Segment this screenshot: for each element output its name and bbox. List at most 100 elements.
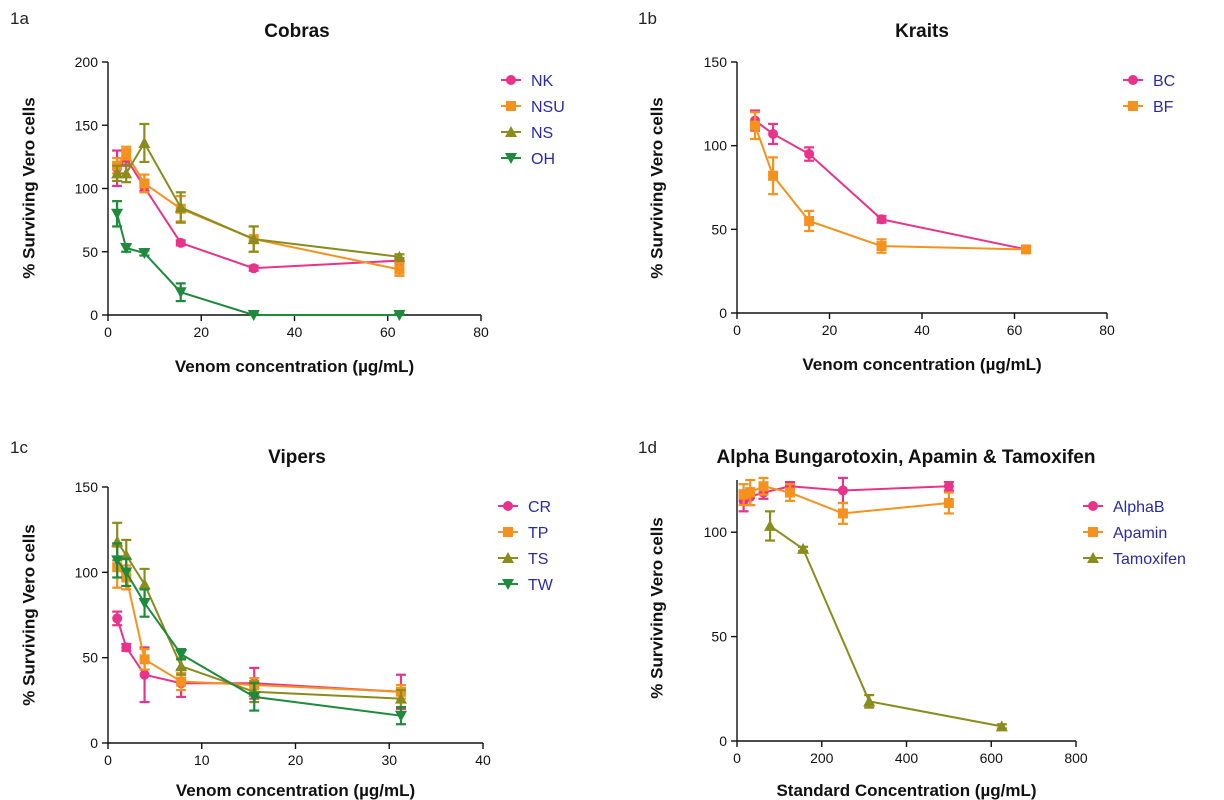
series-nsu [112,145,405,277]
data-point [175,649,188,661]
y-tick-label: 0 [719,305,727,321]
legend-marker [502,552,514,563]
panel-label: 1d [638,438,657,457]
data-point [247,233,260,245]
x-tick-label: 20 [193,324,209,340]
series-line [769,525,1003,728]
panel-1a: 1a Cobras 0 20 40 60 80 0 50 100 150 200 Venom conce… [10,9,565,376]
series-line [117,140,400,258]
x-tick-label: 10 [194,752,210,768]
legend-label: TW [528,577,554,594]
legend-marker [503,501,513,511]
legend-marker [506,101,516,111]
data-point [176,676,187,687]
data-point [121,148,132,159]
legend-marker [506,75,516,85]
x-axis-label: Venom concentration (µg/mL) [176,781,415,800]
x-axis-label: Venom concentration (µg/mL) [802,355,1041,374]
y-tick-label: 100 [75,181,99,197]
x-tick-label: 20 [822,322,838,338]
y-tick-label: 150 [75,117,99,133]
data-point [175,237,186,248]
series-ns [111,122,406,262]
legend-label: BF [1153,99,1174,116]
data-point [247,310,260,321]
data-point [139,178,150,189]
x-tick-label: 600 [980,750,1004,766]
data-point [797,542,810,554]
y-axis-label: % Surviving Vero cells [647,97,666,278]
x-axis-label: Standard Concentration (µg/mL) [776,781,1036,800]
y-tick-label: 200 [75,54,99,70]
x-tick-label: 40 [914,322,930,338]
data-point [394,710,407,722]
data-point [139,654,150,665]
y-tick-label: 50 [711,629,727,645]
data-point [764,519,777,531]
data-point [174,201,187,213]
legend-label: NSU [531,99,565,116]
legend-item-alphab: AlphaB [1083,499,1165,516]
panel-label: 1b [638,9,657,28]
legend-item-bf: BF [1123,99,1174,116]
data-point [784,487,795,498]
data-point [804,215,815,226]
legend-marker [1087,552,1099,563]
series-tamoxifen [764,510,1008,732]
series-apamin [738,476,954,525]
legend-marker [505,153,517,164]
data-point [120,167,133,179]
panel-1b: 1b Kraits 0 20 40 60 80 0 50 100 150 Venom concentr… [638,9,1175,374]
y-tick-label: 0 [90,307,98,323]
data-point [738,489,749,500]
y-tick-label: 100 [75,564,99,580]
data-point [112,613,123,624]
legend-marker [1128,101,1138,111]
legend-label: CR [528,499,551,516]
data-point [248,263,259,274]
x-tick-label: 40 [287,324,303,340]
data-point [768,170,779,181]
data-point [995,720,1008,732]
legend-item-cr: CR [498,499,551,516]
data-point [111,208,124,220]
legend-marker [505,126,517,137]
series-line [754,119,1027,251]
chart-title: Alpha Bungarotoxin, Apamin & Tamoxifen [717,447,1096,468]
legend-item-bc: BC [1123,73,1175,90]
legend-item-nsu: NSU [501,99,565,116]
y-tick-label: 150 [704,54,728,70]
y-tick-label: 50 [82,244,98,260]
legend-label: NS [531,125,553,142]
y-tick-label: 150 [75,479,99,495]
series-ts [111,521,407,709]
series-line [116,566,402,693]
series-tp [112,545,406,700]
x-tick-label: 40 [475,752,491,768]
data-point [758,481,769,492]
data-point [120,567,133,579]
x-tick-label: 80 [473,324,489,340]
y-tick-label: 0 [719,733,727,749]
data-point [1021,244,1032,255]
legend-marker [502,579,514,590]
panel-label: 1c [10,438,28,457]
chart-title: Vipers [268,447,326,468]
x-tick-label: 0 [733,322,741,338]
legend-label: OH [531,151,555,168]
data-point [111,555,124,567]
series-line [754,125,1027,251]
y-tick-label: 100 [704,138,728,154]
x-tick-label: 60 [380,324,396,340]
legend-label: Tamoxifen [1113,551,1186,568]
legend-label: BC [1153,73,1175,90]
series-line [116,541,402,700]
chart-title: Cobras [264,21,329,42]
legend-marker [1088,527,1098,537]
data-point [943,481,954,492]
y-axis-label: % Surviving Vero cells [19,97,38,278]
y-tick-label: 0 [90,735,98,751]
y-tick-label: 50 [82,650,98,666]
data-point [394,692,407,704]
